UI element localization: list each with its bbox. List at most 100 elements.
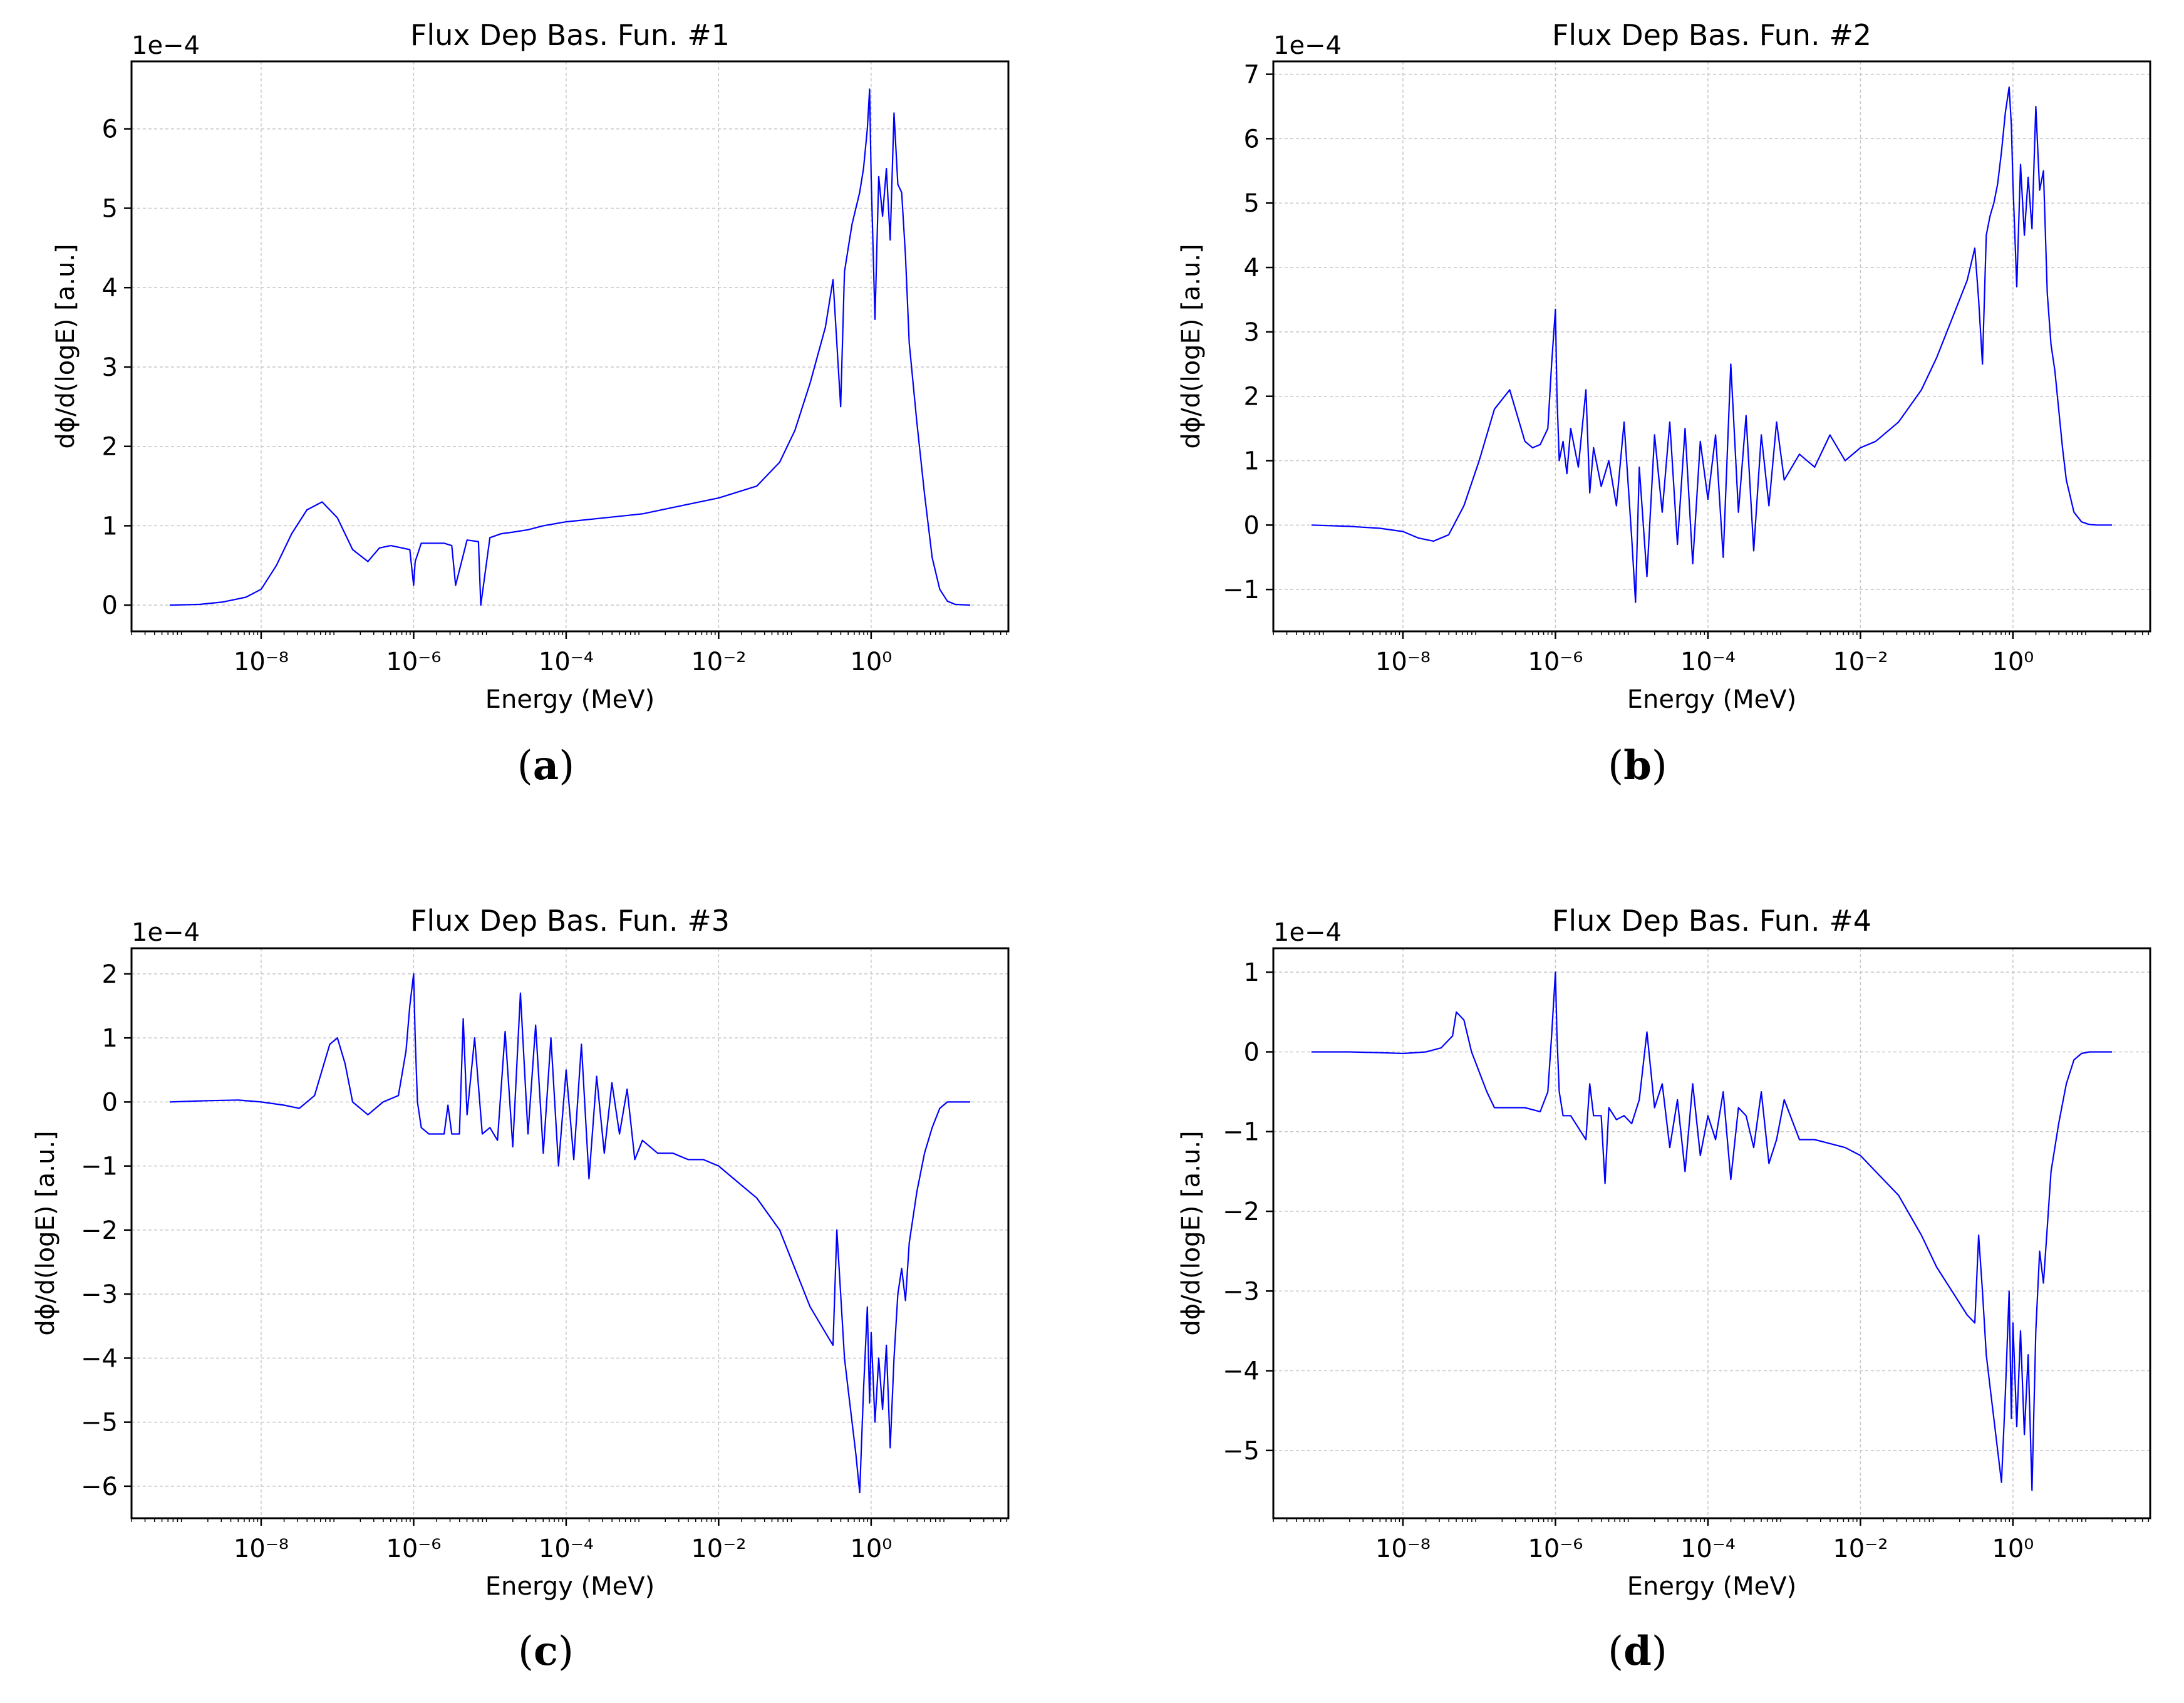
x-tick-label: 10⁻⁶ (1528, 648, 1583, 676)
y-tick-label: −3 (81, 1280, 118, 1309)
ticks: 10⁻⁸ 10⁻⁶ 10⁻⁴ 10⁻² 10⁰ −6 −5 −4 −3 −2 −1 0 1 2 (81, 960, 1008, 1563)
series-line (169, 973, 971, 1494)
x-tick-label: 10⁻² (1833, 1535, 1888, 1563)
grid (132, 61, 1008, 631)
y-tick-label: 1 (1244, 958, 1260, 987)
x-tick-label: 10⁻² (1833, 648, 1888, 676)
chart-c: 10⁻⁸ 10⁻⁶ 10⁻⁴ 10⁻² 10⁰ −6 −5 −4 −3 −2 −1 0 1 2 Flux … (31, 904, 1010, 1601)
y-tick-label: −6 (81, 1473, 118, 1501)
panel-caption: (b) (1608, 742, 1667, 789)
x-tick-label: 10⁻⁶ (386, 648, 441, 676)
y-tick-label: 5 (102, 194, 118, 223)
grid (1273, 948, 2150, 1518)
x-tick-label: 10⁻⁴ (1680, 648, 1736, 676)
chart-title: Flux Dep Bas. Fun. #2 (1552, 18, 1871, 52)
y-axis-label: dϕ/d(logE) [a.u.] (1177, 244, 1206, 448)
x-tick-label: 10⁻⁴ (1680, 1535, 1736, 1563)
panel-caption: (a) (517, 742, 575, 789)
y-tick-label: 3 (102, 353, 118, 382)
plot-frame (130, 60, 1010, 633)
plot-frame (130, 947, 1010, 1519)
y-scale-note: 1e−4 (132, 918, 200, 947)
y-tick-label: 6 (102, 115, 118, 144)
panel-b: 10⁻⁸ 10⁻⁶ 10⁻⁴ 10⁻² 10⁰ −1 0 1 2 3 4 5 6 7 Flux Dep B… (1092, 0, 2183, 851)
y-tick-label: 4 (102, 274, 118, 303)
x-tick-label: 10⁻² (691, 1535, 746, 1563)
chart-b: 10⁻⁸ 10⁻⁶ 10⁻⁴ 10⁻² 10⁰ −1 0 1 2 3 4 5 6 7 Flux Dep B… (1177, 18, 2151, 714)
y-scale-note: 1e−4 (1273, 31, 1342, 60)
x-axis-label: Energy (MeV) (485, 685, 655, 714)
plot-area (1273, 61, 2150, 631)
y-tick-label: 0 (102, 591, 118, 620)
x-tick-label: 10⁻⁸ (1375, 1535, 1431, 1563)
x-tick-label: 10⁻⁴ (539, 1535, 594, 1563)
plot-area (132, 61, 1008, 631)
series (169, 88, 971, 606)
panel-caption: (c) (518, 1628, 574, 1675)
y-tick-label: −4 (1223, 1357, 1260, 1386)
x-tick-label: 10⁰ (850, 648, 892, 676)
plot-area (1273, 948, 2150, 1518)
y-tick-label: 1 (102, 1024, 118, 1053)
x-axis-label: Energy (MeV) (1627, 1572, 1796, 1601)
ticks: 10⁻⁸ 10⁻⁶ 10⁻⁴ 10⁻² 10⁰ 0 1 2 3 4 5 6 (102, 115, 1008, 676)
y-tick-label: −2 (1223, 1198, 1260, 1226)
grid (132, 948, 1008, 1518)
panel-d: 10⁻⁸ 10⁻⁶ 10⁻⁴ 10⁻² 10⁰ −5 −4 −3 −2 −1 0 1 Flux Dep… (1092, 851, 2183, 1702)
x-tick-label: 10⁻⁸ (234, 648, 289, 676)
chart-title: Flux Dep Bas. Fun. #1 (410, 18, 730, 52)
y-tick-label: 0 (102, 1088, 118, 1117)
y-scale-note: 1e−4 (1273, 918, 1342, 947)
y-tick-label: 7 (1244, 61, 1260, 90)
y-tick-label: −5 (81, 1409, 118, 1437)
y-tick-label: −1 (81, 1152, 118, 1181)
chart-a: 10⁻⁸ 10⁻⁶ 10⁻⁴ 10⁻² 10⁰ 0 1 2 3 4 5 6 Flux Dep Bas.… (51, 18, 1010, 714)
y-axis-label: dϕ/d(logE) [a.u.] (1177, 1131, 1206, 1335)
y-tick-label: 5 (1244, 189, 1260, 218)
grid (1273, 61, 2150, 631)
plot-area (132, 948, 1008, 1518)
series (169, 973, 971, 1494)
panel-letter: a (532, 742, 559, 789)
x-tick-label: 10⁻⁶ (1528, 1535, 1583, 1563)
series-line (169, 88, 971, 606)
x-tick-label: 10⁻⁸ (1375, 648, 1431, 676)
x-tick-label: 10⁰ (1992, 648, 2034, 676)
x-tick-label: 10⁻⁸ (234, 1535, 289, 1563)
panel-caption: (d) (1608, 1628, 1667, 1675)
panel-letter: d (1623, 1628, 1652, 1675)
y-tick-label: 6 (1244, 125, 1260, 153)
plot-frame (1272, 947, 2151, 1519)
panel-c: 10⁻⁸ 10⁻⁶ 10⁻⁴ 10⁻² 10⁰ −6 −5 −4 −3 −2 −1 0 1 2 Flux … (0, 851, 1092, 1702)
y-tick-label: 0 (1244, 511, 1260, 540)
x-tick-label: 10⁰ (850, 1535, 892, 1563)
y-tick-label: 4 (1244, 254, 1260, 282)
ticks: 10⁻⁸ 10⁻⁶ 10⁻⁴ 10⁻² 10⁰ −5 −4 −3 −2 −1 0 1 (1223, 958, 2150, 1563)
panel-letter: c (534, 1628, 558, 1675)
y-tick-label: −3 (1223, 1277, 1260, 1306)
chart-title: Flux Dep Bas. Fun. #3 (410, 904, 730, 938)
y-tick-label: 1 (102, 512, 118, 541)
y-tick-label: 2 (102, 433, 118, 462)
y-tick-label: −2 (81, 1216, 118, 1245)
y-tick-label: 2 (102, 960, 118, 989)
chart-title: Flux Dep Bas. Fun. #4 (1552, 904, 1871, 938)
y-tick-label: −1 (1223, 1118, 1260, 1147)
x-tick-label: 10⁰ (1992, 1535, 2034, 1563)
x-axis-label: Energy (MeV) (485, 1572, 655, 1601)
series-line (1311, 971, 2113, 1491)
panel-letter: b (1623, 742, 1652, 789)
series (1311, 971, 2113, 1491)
y-axis-label: dϕ/d(logE) [a.u.] (31, 1131, 60, 1335)
y-tick-label: 0 (1244, 1038, 1260, 1067)
y-tick-label: −4 (81, 1344, 118, 1373)
x-tick-label: 10⁻² (691, 648, 746, 676)
x-axis-label: Energy (MeV) (1627, 685, 1796, 714)
y-tick-label: −5 (1223, 1437, 1260, 1466)
ticks: 10⁻⁸ 10⁻⁶ 10⁻⁴ 10⁻² 10⁰ −1 0 1 2 3 4 5 6 7 (1223, 61, 2150, 676)
x-tick-label: 10⁻⁶ (386, 1535, 441, 1563)
x-tick-label: 10⁻⁴ (539, 648, 594, 676)
y-tick-label: 1 (1244, 447, 1260, 476)
y-tick-label: 3 (1244, 318, 1260, 347)
